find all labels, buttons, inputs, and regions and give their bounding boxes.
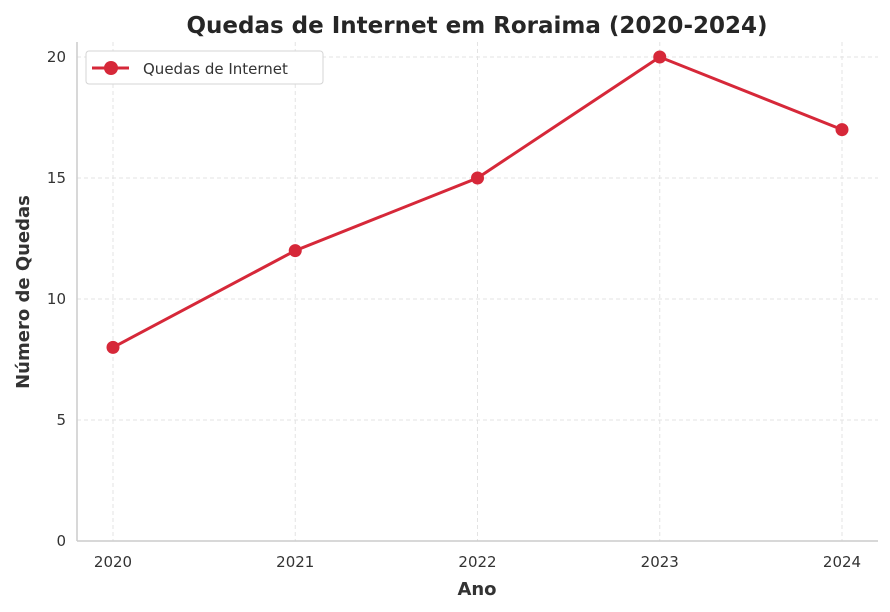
chart-title: Quedas de Internet em Roraima (2020-2024… — [186, 13, 767, 39]
y-tick-label: 5 — [56, 411, 66, 429]
data-point-marker — [288, 244, 302, 258]
x-tick-labels: 2020 2021 2022 2023 2024 — [94, 553, 861, 571]
y-tick-label: 15 — [47, 169, 66, 187]
x-tick-label: 2022 — [458, 553, 496, 571]
data-point-marker — [471, 171, 484, 185]
legend-label: Quedas de Internet — [143, 60, 288, 78]
x-tick-label: 2024 — [823, 553, 861, 571]
y-tick-label: 20 — [47, 48, 66, 66]
x-tick-label: 2020 — [94, 553, 132, 571]
data-point-marker — [653, 50, 667, 64]
data-point-marker — [106, 340, 120, 354]
legend: Quedas de Internet — [85, 50, 324, 85]
legend-box — [85, 50, 324, 85]
data-point-marker — [835, 123, 849, 137]
data-markers — [106, 50, 849, 354]
x-axis-label: Ano — [457, 579, 496, 600]
legend-marker-icon — [104, 61, 118, 75]
y-axis-label: Número de Quedas — [13, 195, 34, 389]
x-tick-label: 2021 — [276, 553, 314, 571]
y-tick-label: 0 — [56, 532, 66, 550]
grid-lines — [77, 42, 878, 542]
x-tick-label: 2023 — [641, 553, 679, 571]
y-tick-label: 10 — [47, 290, 66, 308]
y-tick-labels: 0 5 10 15 20 — [47, 48, 66, 550]
